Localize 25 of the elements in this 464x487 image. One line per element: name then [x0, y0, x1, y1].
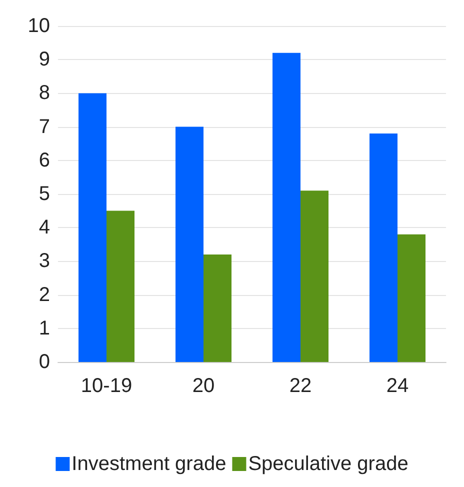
y-tick-label: 0 — [38, 351, 50, 373]
legend-label: Speculative grade — [248, 453, 408, 475]
x-tick-label: 24 — [386, 375, 409, 397]
y-tick-label: 5 — [38, 183, 50, 205]
bar — [78, 93, 106, 362]
y-tick-label: 6 — [38, 149, 50, 172]
bar — [272, 52, 300, 362]
x-tick-label: 20 — [192, 375, 215, 397]
bar — [300, 190, 328, 362]
y-tick-label: 8 — [38, 82, 50, 104]
y-tick-label: 1 — [38, 317, 50, 340]
y-tick-label: 2 — [38, 284, 50, 306]
bar — [370, 134, 398, 362]
y-tick-label: 3 — [38, 250, 50, 272]
y-tick-label: 4 — [38, 216, 50, 239]
bar — [106, 210, 134, 362]
y-tick-label: 9 — [38, 48, 50, 71]
x-tick-label: 22 — [289, 375, 312, 397]
y-tick-label: 10 — [28, 15, 50, 37]
bar — [176, 126, 204, 362]
bar — [204, 254, 232, 362]
x-tick-label: 10-19 — [80, 375, 132, 397]
legend-label: Investment grade — [72, 453, 226, 475]
bar — [398, 234, 426, 362]
y-tick-label: 7 — [38, 116, 50, 138]
